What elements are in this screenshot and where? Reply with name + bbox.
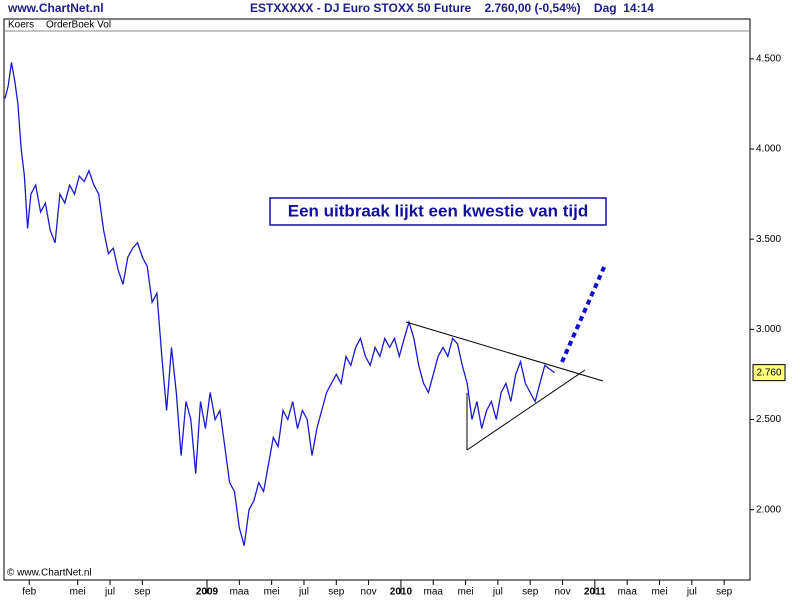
x-tick-label: feb xyxy=(22,587,36,598)
site-name: www.ChartNet.nl xyxy=(7,1,104,15)
x-tick-label: mei xyxy=(264,587,280,598)
x-tick-label: nov xyxy=(554,587,570,598)
x-tick-label: 2010 xyxy=(390,587,413,598)
trend-line xyxy=(466,369,586,451)
x-tick-label: jul xyxy=(686,587,697,598)
x-tick-label: sep xyxy=(134,587,151,598)
x-tick-label: maa xyxy=(230,587,250,598)
tab: Koers xyxy=(8,20,34,31)
trend-line xyxy=(405,321,604,382)
x-tick-label: mei xyxy=(458,587,474,598)
tab: OrderBoek Vol xyxy=(46,20,111,31)
x-tick-label: mei xyxy=(70,587,86,598)
y-tick-label: 4.500 xyxy=(756,53,781,64)
x-tick-label: mei xyxy=(651,587,667,598)
x-tick-label: jul xyxy=(298,587,309,598)
x-tick-label: maa xyxy=(617,587,637,598)
price-line xyxy=(4,62,555,546)
header-title: ESTXXXXX - DJ Euro STOXX 50 Future 2.760… xyxy=(250,1,654,15)
y-tick-label: 4.000 xyxy=(756,144,781,155)
x-tick-label: 2009 xyxy=(196,587,219,598)
x-tick-label: 2011 xyxy=(584,587,606,598)
last-price-label: 2.760 xyxy=(756,367,781,378)
x-tick-label: sep xyxy=(328,587,345,598)
y-tick-label: 3.500 xyxy=(756,234,781,245)
last-price-box xyxy=(752,364,786,382)
y-tick-label: 2.500 xyxy=(756,414,781,425)
copyright: © www.ChartNet.nl xyxy=(7,568,92,579)
y-tick-label: 3.000 xyxy=(756,324,781,335)
x-tick-label: sep xyxy=(522,587,539,598)
plot xyxy=(4,62,555,546)
x-tick-label: jul xyxy=(104,587,115,598)
x-tick-label: jul xyxy=(492,587,503,598)
y-tick-label: 2.000 xyxy=(756,504,781,515)
x-tick-label: sep xyxy=(716,587,733,598)
x-tick-label: nov xyxy=(361,587,377,598)
plot-frame xyxy=(3,18,751,581)
annotation: Een uitbraak lijkt een kwestie van tijd xyxy=(288,201,588,220)
x-tick-label: maa xyxy=(424,587,444,598)
annotation-box xyxy=(269,197,607,226)
